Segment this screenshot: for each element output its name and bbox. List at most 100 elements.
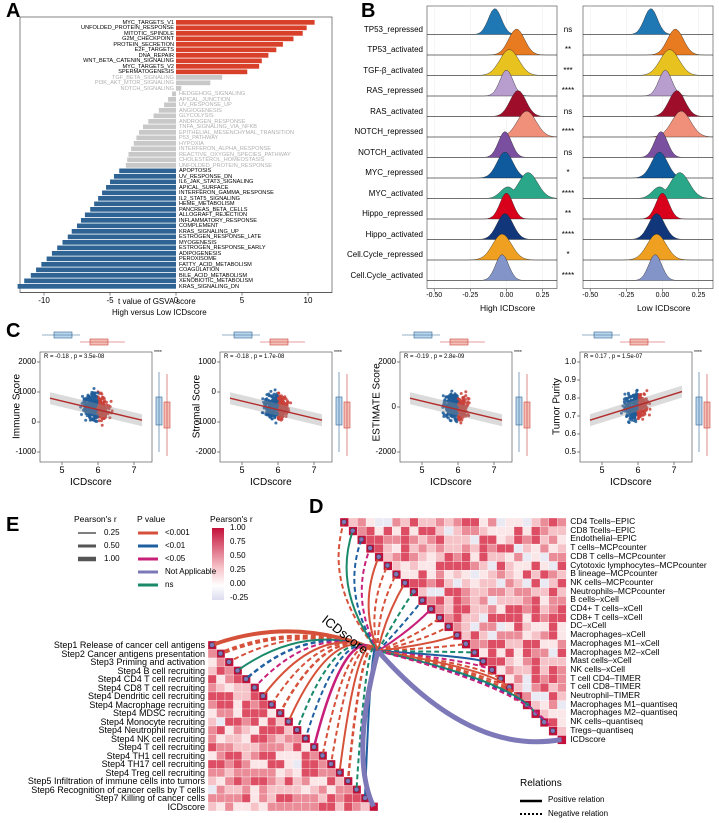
bar-40 [62,240,177,245]
d-cell [548,535,558,545]
scatter-point [630,412,634,416]
d-cell [513,665,523,675]
e-cell [216,691,226,701]
scatter-point [634,412,637,416]
regression-line [589,390,683,421]
d-cell [557,578,567,588]
e-cell [284,785,294,795]
panel-a-xlabel: t value of GSVA score [118,297,196,306]
bar-label-5: E2F_TARGETS [134,47,174,53]
d-cell [496,517,506,527]
bar-31 [102,190,176,196]
e-cell [326,793,336,803]
d-cell [452,596,462,606]
d-node [489,667,495,673]
scatter-point [277,391,281,395]
scatter-ytick-2-1: 0 [391,402,396,411]
scatter-ytick-3-2: 0.8 [564,393,576,402]
d-cell [452,552,462,562]
d-cell [557,674,567,684]
scatter-point [283,405,286,408]
e-cell [352,802,362,812]
scatter-xtick-2-2: 7 [491,465,497,475]
d-cell [557,543,567,553]
scatter-point [269,389,273,393]
bar-label-11: PI3K_AKT_MTOR_SIGNALING [94,80,174,86]
ridge-tick-label-0-2: 0.00 [499,291,514,299]
d-cell [435,535,445,545]
d-cell [513,657,523,667]
e-cell [318,768,328,778]
scatter-point [449,399,453,403]
e-node [353,786,360,793]
e-node [209,642,215,648]
bar-8 [176,64,260,69]
d-cell [470,604,480,614]
scatter-xlabel-1: ICDscore [250,477,292,488]
scatter-xtick-1-2: 7 [311,465,317,475]
e-link [346,645,380,782]
ridge-left-title: High ICDscore [480,303,536,313]
d-cell [557,657,567,667]
e-cell [335,776,345,786]
d-cell [383,543,393,553]
bar-26 [125,163,176,168]
e-cell [275,725,285,735]
d-row-label-17: NK cells–xCell [570,663,625,674]
d-cell [435,570,445,580]
ridge-10-1 [583,213,713,240]
bar-21 [136,135,176,141]
ridge-tick-label-1-3: 0.25 [691,291,706,299]
d-cell [452,604,462,614]
e-cell [335,802,345,812]
d-cell [548,578,558,588]
scatter-point [463,400,467,404]
e-cell [284,734,294,744]
e-cell [250,700,260,710]
bar-1 [176,25,307,31]
bar-0 [176,20,315,25]
scatter-stat-3: R = 0.17 , p = 1.5e-07 [584,354,643,360]
scatter-point [102,416,106,420]
d-node [341,519,347,525]
scatter-point [625,415,628,418]
e-cell [233,725,243,735]
relations-positive-label: Positive relation [548,795,605,804]
scatter-ytick-0-0: 2000 [18,357,36,366]
scatter-stat-2: R = -0.19 , p = 2.8e-09 [404,354,465,360]
e-cell [267,759,277,769]
e-cell [326,776,336,786]
scatter-xtick-0-1: 6 [95,465,101,475]
d-cell [470,552,480,562]
d-cell [548,526,558,536]
d-cell [522,552,532,562]
d-cell [496,587,506,597]
ridge-5-0 [427,110,558,138]
d-cell [418,535,428,545]
e-cell [250,751,260,761]
bar-11 [176,80,211,86]
relations-legend-title: Relations [520,778,562,789]
d-cell [426,535,436,545]
ridge-8-0 [427,172,558,199]
d-cell [548,561,558,571]
bar-label-30: APICAL_SURFACE [179,184,229,191]
e-node [243,676,249,682]
d-cell [444,543,454,553]
d-cell [426,517,436,527]
ridge-sig-0: ns [563,24,573,34]
e-cell [207,734,217,744]
d-cell [513,630,523,640]
d-cell [513,604,523,614]
scatter-ylabel-0: Immune Score [11,373,23,440]
d-link [345,530,379,652]
e-cell [343,802,353,812]
bar-5 [176,47,277,53]
e-cell [216,734,226,744]
d-cell [557,570,567,580]
e-link [330,644,379,765]
e-row-label-17: Step6 Recognition of cancer cells by T c… [31,784,205,795]
e-cell [258,802,268,812]
bar-label-4: PROTEIN_SECRETION [113,41,174,48]
scatter-point [99,419,103,423]
